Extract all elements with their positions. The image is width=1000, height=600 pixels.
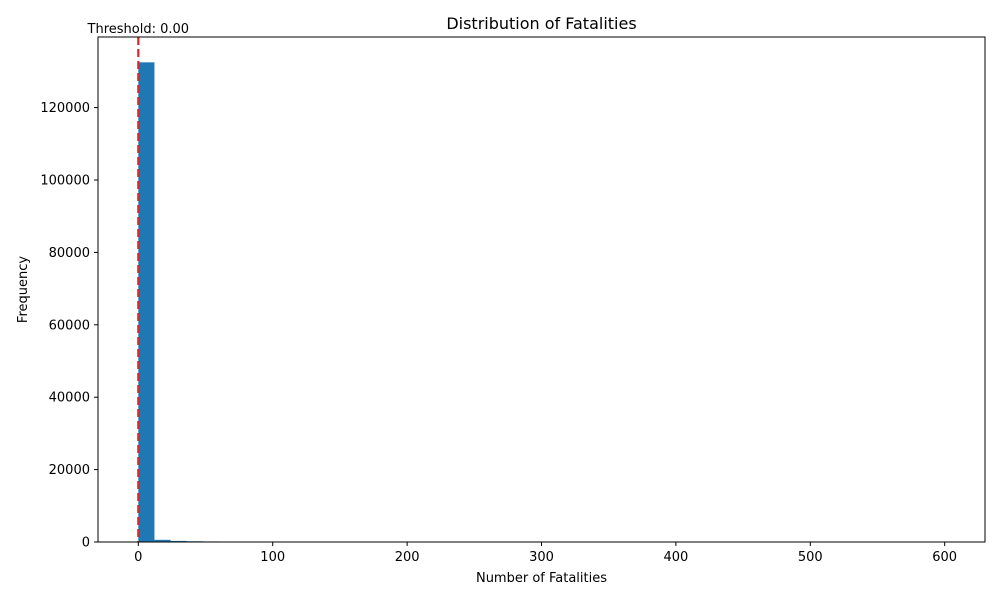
histogram-bar — [170, 540, 187, 542]
axes-frame — [97, 36, 986, 543]
y-tick-label: 40000 — [49, 391, 90, 406]
x-tick-label: 100 — [260, 550, 285, 565]
x-tick-label: 200 — [395, 550, 420, 565]
y-tick-label: 120000 — [40, 101, 90, 116]
chart-title: Distribution of Fatalities — [446, 14, 636, 33]
x-axis-label: Number of Fatalities — [476, 571, 607, 586]
x-tick-label: 0 — [134, 550, 142, 565]
bars-group — [138, 62, 236, 543]
y-tick-label: 60000 — [49, 318, 90, 333]
y-tick-label: 100000 — [40, 173, 90, 188]
x-tick-label: 400 — [663, 550, 688, 565]
x-tick-label: 300 — [529, 550, 554, 565]
x-ticks-group: 0 100 200 300 400 500 600 — [134, 542, 957, 565]
y-ticks-group: 0 20000 40000 60000 80000 100000 120000 — [40, 101, 98, 551]
histogram-bar — [154, 539, 171, 542]
x-tick-label: 500 — [798, 550, 823, 565]
histogram-bar — [138, 62, 155, 542]
y-tick-label: 0 — [82, 536, 90, 551]
y-tick-label: 20000 — [49, 463, 90, 478]
x-tick-label: 600 — [932, 550, 957, 565]
threshold-label: Threshold: 0.00 — [87, 22, 190, 37]
y-axis-label: Frequency — [16, 256, 31, 323]
y-tick-label: 80000 — [49, 246, 90, 261]
